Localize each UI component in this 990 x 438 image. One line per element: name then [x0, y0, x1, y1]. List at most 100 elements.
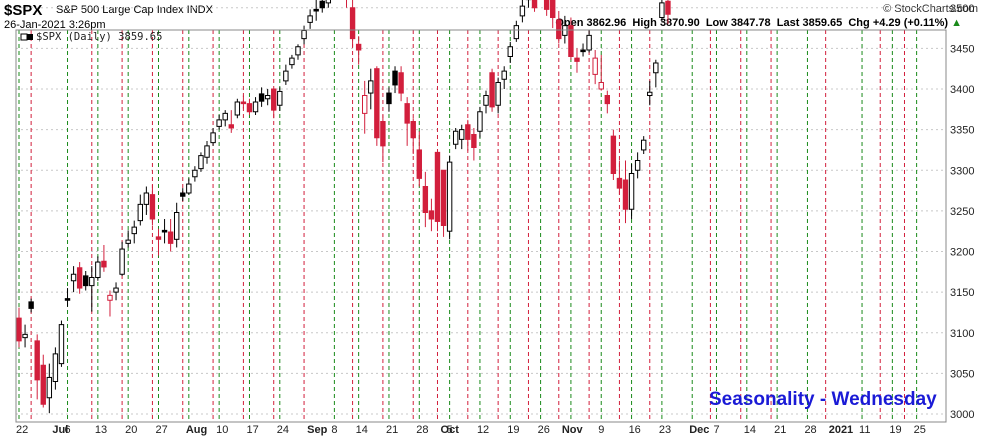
candle	[252, 97, 259, 115]
candle-body	[198, 155, 204, 170]
candle-body	[452, 130, 459, 145]
x-tick-label: 28	[804, 424, 816, 436]
candle	[580, 43, 586, 57]
x-tick-label: Jul	[52, 424, 68, 436]
candle-body	[161, 229, 168, 233]
candle	[659, 0, 665, 23]
brand-watermark: © StockCharts.com	[883, 3, 978, 15]
candle	[58, 320, 65, 367]
candle	[349, 0, 356, 47]
candle-body	[131, 226, 137, 235]
candle-body	[46, 376, 53, 399]
candle	[446, 155, 453, 240]
candle-body	[416, 149, 422, 179]
candle	[319, 0, 325, 13]
candle-body	[186, 183, 192, 194]
candle-body	[659, 2, 665, 18]
candle	[137, 194, 144, 226]
candlesticks: +	[16, 0, 671, 414]
candle	[40, 354, 46, 408]
candle	[440, 169, 447, 237]
x-tick-label: Aug	[186, 424, 207, 436]
candle	[204, 141, 210, 164]
candle	[167, 219, 174, 252]
quote-bar: Open 3862.96 High 3870.90 Low 3847.78 La…	[555, 17, 962, 29]
weekday-markers	[18, 30, 918, 422]
candle-body	[598, 82, 604, 90]
candle-body	[234, 101, 241, 116]
x-tick-label: 16	[629, 424, 641, 436]
x-tick-label: 20	[125, 424, 137, 436]
high-value: 3870.90	[659, 17, 700, 29]
x-tick-label: 12	[477, 424, 489, 436]
candle	[107, 290, 113, 317]
candle	[610, 129, 617, 180]
x-tick-label: 9	[598, 424, 604, 436]
candle	[374, 66, 380, 146]
candle-body	[519, 5, 526, 17]
candle-body	[574, 57, 580, 62]
candle-body	[495, 82, 501, 106]
candle	[459, 124, 465, 150]
candle-body	[70, 273, 77, 282]
candle	[277, 87, 283, 111]
candle	[465, 119, 471, 151]
candle	[101, 245, 107, 272]
candle-body	[483, 95, 489, 106]
candle	[216, 115, 222, 130]
candle-body	[125, 239, 131, 244]
candle	[556, 11, 562, 44]
candle-body	[489, 72, 495, 108]
candle	[355, 36, 362, 65]
candle	[665, 0, 671, 24]
x-tick-label: 19	[507, 424, 519, 436]
candle	[173, 202, 180, 248]
candle-body	[459, 129, 465, 140]
candle	[264, 89, 271, 106]
candle	[95, 256, 101, 281]
candle-body	[477, 111, 483, 132]
candle	[16, 307, 22, 348]
candle-body	[398, 72, 404, 94]
chg-value: +4.29 (+0.11%)	[872, 17, 949, 29]
candle-body	[507, 46, 513, 57]
candle-body	[107, 294, 113, 301]
candle	[628, 163, 635, 219]
candle-body	[271, 88, 277, 111]
candle	[604, 90, 611, 114]
candle	[234, 98, 241, 119]
candle	[531, 0, 538, 12]
chart-timestamp: 26-Jan-2021 3:26pm	[4, 19, 106, 31]
y-tick-label: 3100	[950, 328, 974, 340]
x-tick-label: 14	[356, 424, 368, 436]
candle	[380, 115, 386, 163]
candle-body	[264, 95, 271, 100]
candle	[416, 131, 422, 187]
seasonality-annotation: Seasonality - Wednesday	[709, 389, 937, 410]
candle	[46, 363, 53, 414]
candle-body	[16, 317, 22, 342]
candle-body	[137, 203, 144, 222]
y-tick-label: 3300	[950, 165, 974, 177]
candle	[592, 50, 598, 85]
y-tick-label: 3050	[950, 368, 974, 380]
candle	[192, 166, 198, 182]
candle	[574, 48, 580, 73]
x-tick-label: 10	[216, 424, 228, 436]
candle	[161, 219, 168, 244]
candle-body	[428, 210, 435, 220]
candle	[507, 41, 513, 63]
x-tick-label: 14	[744, 424, 756, 436]
candle	[653, 59, 659, 88]
candle-body	[155, 236, 162, 240]
candle	[586, 30, 592, 53]
candle-body	[580, 49, 586, 53]
candle-body	[22, 333, 28, 339]
candle-body	[440, 169, 447, 226]
high-label: High	[632, 17, 657, 29]
candle-body	[665, 0, 671, 15]
candle	[210, 128, 216, 146]
candle-body	[325, 0, 332, 4]
candle-body	[307, 15, 313, 23]
